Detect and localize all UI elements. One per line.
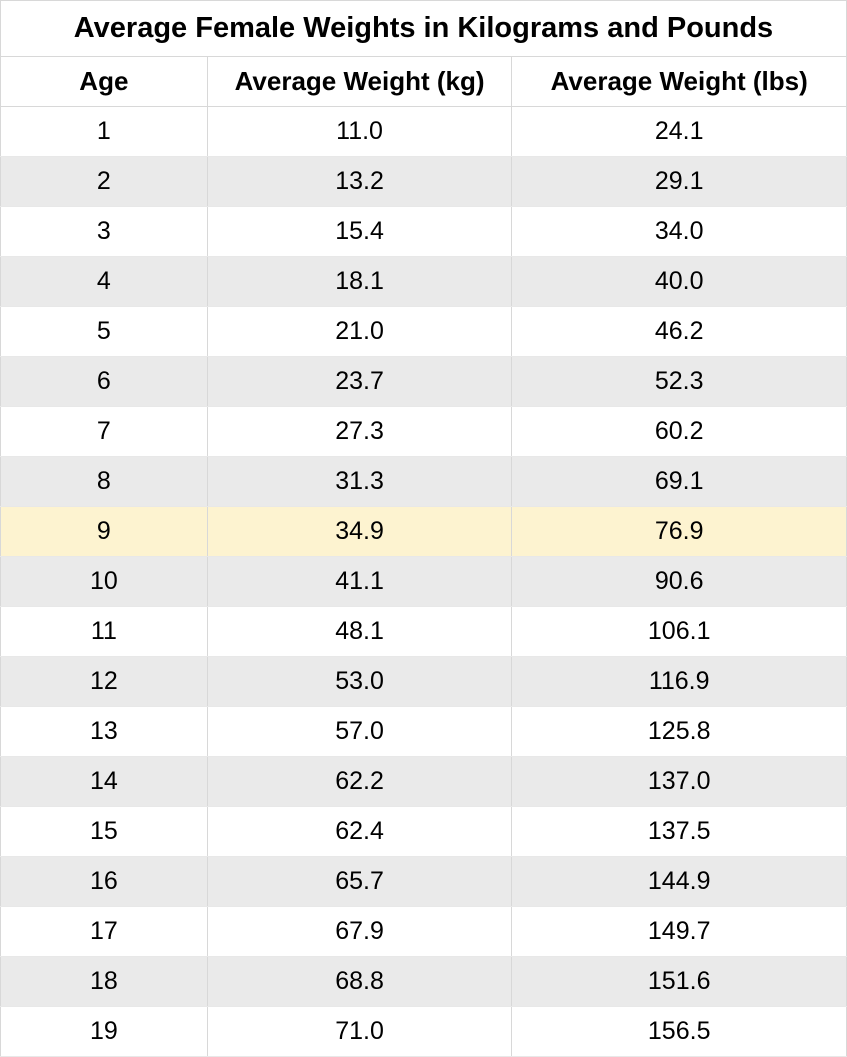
table-row: 1767.9149.7 bbox=[1, 907, 847, 957]
cell-kg: 62.4 bbox=[207, 807, 512, 857]
cell-kg: 68.8 bbox=[207, 957, 512, 1007]
table-row: 1148.1106.1 bbox=[1, 607, 847, 657]
table-row: 418.140.0 bbox=[1, 257, 847, 307]
cell-age: 16 bbox=[1, 857, 208, 907]
cell-lbs: 137.0 bbox=[512, 757, 847, 807]
table-row: 1868.8151.6 bbox=[1, 957, 847, 1007]
cell-age: 15 bbox=[1, 807, 208, 857]
cell-lbs: 125.8 bbox=[512, 707, 847, 757]
cell-age: 18 bbox=[1, 957, 208, 1007]
cell-kg: 11.0 bbox=[207, 107, 512, 157]
table-row: 831.369.1 bbox=[1, 457, 847, 507]
cell-lbs: 69.1 bbox=[512, 457, 847, 507]
cell-lbs: 40.0 bbox=[512, 257, 847, 307]
table-row: 1665.7144.9 bbox=[1, 857, 847, 907]
cell-age: 11 bbox=[1, 607, 208, 657]
cell-lbs: 29.1 bbox=[512, 157, 847, 207]
table-row: 111.024.1 bbox=[1, 107, 847, 157]
cell-age: 17 bbox=[1, 907, 208, 957]
table-row: 213.229.1 bbox=[1, 157, 847, 207]
weight-table: Average Female Weights in Kilograms and … bbox=[0, 0, 847, 1057]
cell-age: 14 bbox=[1, 757, 208, 807]
cell-lbs: 60.2 bbox=[512, 407, 847, 457]
cell-kg: 31.3 bbox=[207, 457, 512, 507]
title-row: Average Female Weights in Kilograms and … bbox=[1, 1, 847, 57]
table-row: 1357.0125.8 bbox=[1, 707, 847, 757]
cell-lbs: 76.9 bbox=[512, 507, 847, 557]
cell-kg: 53.0 bbox=[207, 657, 512, 707]
table-row: 315.434.0 bbox=[1, 207, 847, 257]
cell-age: 3 bbox=[1, 207, 208, 257]
cell-lbs: 116.9 bbox=[512, 657, 847, 707]
table-row: 1253.0116.9 bbox=[1, 657, 847, 707]
cell-kg: 67.9 bbox=[207, 907, 512, 957]
cell-lbs: 144.9 bbox=[512, 857, 847, 907]
table-row: 623.752.3 bbox=[1, 357, 847, 407]
cell-age: 6 bbox=[1, 357, 208, 407]
cell-age: 4 bbox=[1, 257, 208, 307]
cell-kg: 65.7 bbox=[207, 857, 512, 907]
table-row: 727.360.2 bbox=[1, 407, 847, 457]
table-row: 1462.2137.0 bbox=[1, 757, 847, 807]
cell-lbs: 46.2 bbox=[512, 307, 847, 357]
cell-age: 1 bbox=[1, 107, 208, 157]
cell-age: 10 bbox=[1, 557, 208, 607]
cell-kg: 57.0 bbox=[207, 707, 512, 757]
cell-age: 7 bbox=[1, 407, 208, 457]
cell-lbs: 149.7 bbox=[512, 907, 847, 957]
cell-kg: 62.2 bbox=[207, 757, 512, 807]
table-row: 521.046.2 bbox=[1, 307, 847, 357]
column-header-lbs: Average Weight (lbs) bbox=[512, 57, 847, 107]
table-row: 1041.190.6 bbox=[1, 557, 847, 607]
cell-kg: 27.3 bbox=[207, 407, 512, 457]
table-row: 1971.0156.5 bbox=[1, 1007, 847, 1057]
cell-kg: 21.0 bbox=[207, 307, 512, 357]
cell-lbs: 52.3 bbox=[512, 357, 847, 407]
cell-lbs: 156.5 bbox=[512, 1007, 847, 1057]
cell-age: 13 bbox=[1, 707, 208, 757]
cell-lbs: 106.1 bbox=[512, 607, 847, 657]
cell-age: 12 bbox=[1, 657, 208, 707]
table-title: Average Female Weights in Kilograms and … bbox=[1, 1, 847, 57]
cell-lbs: 24.1 bbox=[512, 107, 847, 157]
table-row: 934.976.9 bbox=[1, 507, 847, 557]
cell-age: 9 bbox=[1, 507, 208, 557]
cell-lbs: 151.6 bbox=[512, 957, 847, 1007]
cell-kg: 48.1 bbox=[207, 607, 512, 657]
header-row: Age Average Weight (kg) Average Weight (… bbox=[1, 57, 847, 107]
cell-age: 5 bbox=[1, 307, 208, 357]
cell-age: 19 bbox=[1, 1007, 208, 1057]
cell-kg: 18.1 bbox=[207, 257, 512, 307]
cell-kg: 71.0 bbox=[207, 1007, 512, 1057]
cell-lbs: 90.6 bbox=[512, 557, 847, 607]
column-header-age: Age bbox=[1, 57, 208, 107]
table-row: 1562.4137.5 bbox=[1, 807, 847, 857]
cell-kg: 13.2 bbox=[207, 157, 512, 207]
cell-lbs: 34.0 bbox=[512, 207, 847, 257]
cell-kg: 23.7 bbox=[207, 357, 512, 407]
cell-kg: 15.4 bbox=[207, 207, 512, 257]
cell-kg: 34.9 bbox=[207, 507, 512, 557]
cell-age: 8 bbox=[1, 457, 208, 507]
column-header-kg: Average Weight (kg) bbox=[207, 57, 512, 107]
cell-age: 2 bbox=[1, 157, 208, 207]
cell-lbs: 137.5 bbox=[512, 807, 847, 857]
table-body: 111.024.1213.229.1315.434.0418.140.0521.… bbox=[1, 107, 847, 1057]
cell-kg: 41.1 bbox=[207, 557, 512, 607]
